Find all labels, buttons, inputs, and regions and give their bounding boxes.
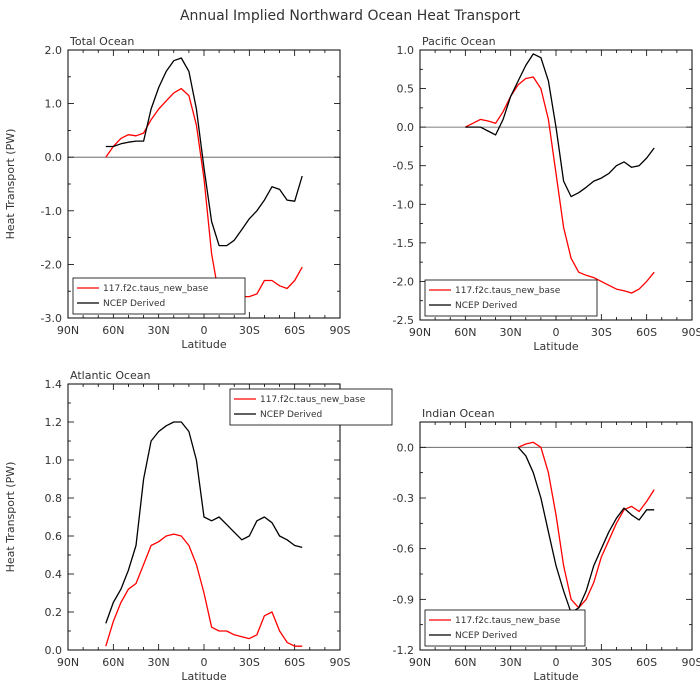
x-axis-label: Latitude bbox=[533, 340, 579, 353]
series-line bbox=[517, 446, 655, 614]
series-line bbox=[105, 421, 303, 624]
x-tick-label: 60N bbox=[102, 324, 124, 337]
y-axis-label: Heat Transport (PW) bbox=[4, 462, 17, 573]
x-tick-label: 60S bbox=[636, 326, 657, 339]
y-tick-label: 0.0 bbox=[45, 151, 63, 164]
y-tick-label: -0.3 bbox=[393, 492, 414, 505]
chart-panel: 90N 60N 30N 0 30S 60S 90S 0.0 0.2 0.4 0.6 0.8 1.0 1.2… bbox=[4, 369, 393, 683]
legend-box bbox=[72, 277, 246, 315]
x-tick-label: 90S bbox=[682, 656, 700, 669]
y-tick-label: -0.9 bbox=[393, 593, 414, 606]
series-line bbox=[465, 76, 655, 294]
y-tick-label: 0.5 bbox=[397, 83, 415, 96]
chart-panel: 90N 60N 30N 0 30S 60S 90S -2.5 -2.0 -1.5 -1.0 -0.5 0… bbox=[393, 35, 700, 353]
legend-label: NCEP Derived bbox=[455, 301, 517, 311]
x-tick-label: 60S bbox=[636, 656, 657, 669]
legend-box bbox=[424, 609, 586, 647]
x-tick-label: 90N bbox=[57, 324, 79, 337]
x-tick-label: 30N bbox=[500, 656, 522, 669]
y-tick-label: 1.0 bbox=[397, 44, 415, 57]
panel-title: Total Ocean bbox=[69, 35, 134, 48]
x-tick-label: 0 bbox=[553, 656, 560, 669]
legend-label: NCEP Derived bbox=[455, 631, 517, 641]
series-line bbox=[517, 441, 655, 609]
x-tick-label: 60N bbox=[102, 656, 124, 669]
x-tick-label: 30N bbox=[148, 324, 170, 337]
x-tick-label: 30S bbox=[591, 656, 612, 669]
panel-title: Indian Ocean bbox=[422, 407, 495, 420]
y-tick-label: -1.5 bbox=[393, 237, 414, 250]
x-tick-label: 90S bbox=[330, 656, 351, 669]
chart-panel: 90N 60N 30N 0 30S 60S 90S -3.0 -2.0 -1.0 0.0 1.0 2.0… bbox=[4, 35, 351, 351]
y-tick-label: 2.0 bbox=[45, 44, 63, 57]
figure-title: Annual Implied Northward Ocean Heat Tran… bbox=[180, 8, 521, 24]
x-tick-label: 90N bbox=[409, 656, 431, 669]
legend-label: 117.f2c.taus_new_base bbox=[455, 616, 561, 626]
x-tick-label: 30S bbox=[591, 326, 612, 339]
y-tick-label: 1.4 bbox=[45, 378, 63, 391]
series-line bbox=[105, 533, 303, 647]
x-tick-label: 0 bbox=[553, 326, 560, 339]
plot-frame bbox=[419, 49, 693, 321]
legend-label: 117.f2c.taus_new_base bbox=[455, 286, 561, 296]
y-tick-label: -0.6 bbox=[393, 543, 414, 556]
y-tick-label: 0.0 bbox=[397, 441, 415, 454]
y-tick-label: -1.0 bbox=[41, 205, 62, 218]
panel-title: Atlantic Ocean bbox=[70, 369, 151, 382]
x-tick-label: 30S bbox=[239, 656, 260, 669]
x-tick-label: 30N bbox=[500, 326, 522, 339]
y-axis-label: Heat Transport (PW) bbox=[4, 129, 17, 240]
x-tick-label: 60N bbox=[454, 656, 476, 669]
series-line bbox=[105, 87, 303, 303]
x-tick-label: 0 bbox=[201, 656, 208, 669]
y-tick-label: 0.2 bbox=[45, 606, 63, 619]
x-tick-label: 90S bbox=[682, 326, 700, 339]
x-tick-label: 60S bbox=[284, 656, 305, 669]
chart-panel: 90N 60N 30N 0 30S 60S 90S -1.2 -0.9 -0.6 -0.3 0.0 In… bbox=[393, 407, 700, 683]
legend: 117.f2c.taus_new_base NCEP Derived bbox=[424, 609, 586, 647]
x-tick-label: 90N bbox=[409, 326, 431, 339]
series-line bbox=[465, 53, 655, 198]
legend: 117.f2c.taus_new_base NCEP Derived bbox=[72, 277, 246, 315]
y-tick-label: 0.6 bbox=[45, 530, 63, 543]
x-tick-label: 0 bbox=[201, 324, 208, 337]
x-tick-label: 90N bbox=[57, 656, 79, 669]
series-line bbox=[105, 57, 303, 247]
y-tick-label: 1.0 bbox=[45, 98, 63, 111]
y-tick-label: 1.2 bbox=[45, 416, 63, 429]
legend: 117.f2c.taus_new_base NCEP Derived bbox=[229, 388, 393, 426]
legend: 117.f2c.taus_new_base NCEP Derived bbox=[424, 279, 598, 317]
x-tick-label: 90S bbox=[330, 324, 351, 337]
x-tick-label: 60S bbox=[284, 324, 305, 337]
legend-box bbox=[229, 388, 393, 426]
y-tick-label: -3.0 bbox=[41, 312, 62, 325]
y-tick-label: -1.0 bbox=[393, 198, 414, 211]
y-tick-label: 1.0 bbox=[45, 454, 63, 467]
y-tick-label: -2.0 bbox=[393, 275, 414, 288]
y-tick-label: -0.5 bbox=[393, 160, 414, 173]
y-tick-label: 0.0 bbox=[45, 644, 63, 657]
y-tick-label: -2.0 bbox=[41, 258, 62, 271]
x-axis-label: Latitude bbox=[533, 670, 579, 683]
y-tick-label: 0.8 bbox=[45, 492, 63, 505]
x-tick-label: 30N bbox=[148, 656, 170, 669]
panel-title: Pacific Ocean bbox=[422, 35, 496, 48]
y-tick-label: 0.4 bbox=[45, 568, 63, 581]
legend-label: 117.f2c.taus_new_base bbox=[260, 395, 366, 405]
legend-label: 117.f2c.taus_new_base bbox=[103, 284, 209, 294]
x-tick-label: 30S bbox=[239, 324, 260, 337]
y-tick-label: -2.5 bbox=[393, 314, 414, 327]
y-tick-label: 0.0 bbox=[397, 121, 415, 134]
x-tick-label: 60N bbox=[454, 326, 476, 339]
legend-label: NCEP Derived bbox=[103, 299, 165, 309]
y-tick-label: -1.2 bbox=[393, 644, 414, 657]
legend-label: NCEP Derived bbox=[260, 410, 322, 420]
x-axis-label: Latitude bbox=[181, 670, 227, 683]
x-axis-label: Latitude bbox=[181, 338, 227, 351]
legend-box bbox=[424, 279, 598, 317]
chart-panels: 90N 60N 30N 0 30S 60S 90S -3.0 -2.0 -1.0 0.0 1.0 2.0… bbox=[4, 35, 700, 683]
